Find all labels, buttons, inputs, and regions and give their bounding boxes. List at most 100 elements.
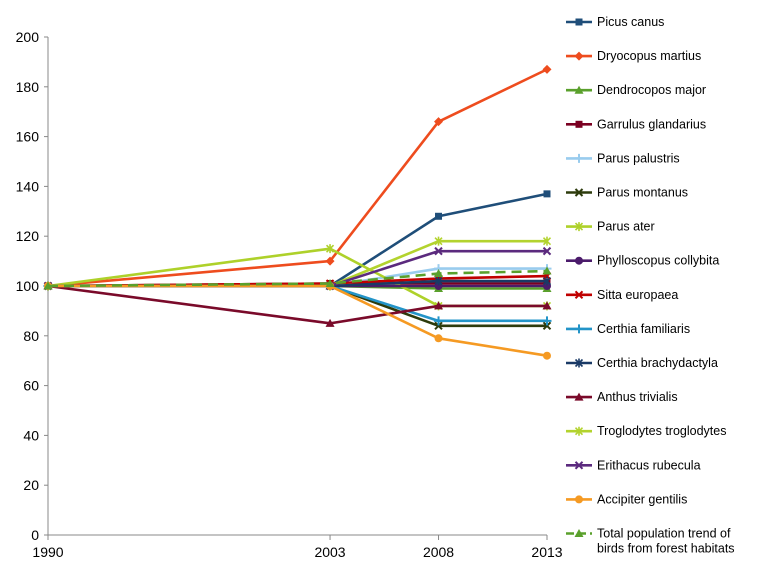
legend-marker [574, 529, 584, 537]
y-tick-label: 80 [23, 328, 39, 344]
legend-label: Troglodytes troglodytes [597, 424, 726, 438]
y-tick-label: 140 [16, 178, 40, 194]
legend-label: Certhia familiaris [597, 322, 690, 336]
legend-item: Dryocopus martius [566, 49, 701, 63]
legend-marker [574, 461, 584, 470]
axes: 0 20 40 60 80 100 120 140 160 180 200 1990 2003 2008 2… [16, 29, 563, 560]
y-tick-label: 100 [16, 278, 40, 294]
data-point [542, 236, 552, 246]
legend-item: Sitta europaea [566, 288, 678, 302]
legend-marker [574, 188, 584, 197]
series-line [48, 284, 547, 323]
y-tick-label: 160 [16, 129, 40, 145]
legend-marker [574, 324, 584, 334]
data-point [543, 190, 551, 198]
data-point [434, 334, 443, 343]
legend-item: Parus montanus [566, 186, 688, 200]
legend-item: Parus palustris [566, 151, 680, 165]
legend-label: Phylloscopus collybita [597, 254, 719, 268]
y-tick-label: 180 [16, 79, 40, 95]
data-point [542, 276, 552, 286]
legend-label: Erithacus rubecula [597, 458, 701, 472]
legend-marker [575, 18, 583, 26]
data-point [542, 246, 552, 256]
series-layer [43, 64, 552, 360]
legend: Picus canus Dryocopus martius Dendrocopos … [566, 15, 735, 556]
data-point [325, 256, 335, 266]
legend-label: Parus palustris [597, 151, 680, 165]
data-point [325, 279, 335, 288]
data-point [542, 266, 552, 275]
legend-label: Sitta europaea [597, 288, 678, 302]
data-point [435, 212, 443, 220]
legend-item: Erithacus rubecula [566, 458, 701, 472]
legend-label: Parus montanus [597, 186, 688, 200]
y-tick-label: 20 [23, 477, 39, 493]
data-point [325, 244, 335, 254]
legend-marker [575, 120, 583, 128]
legend-item: Certhia familiaris [566, 322, 690, 336]
y-tick-label: 60 [23, 378, 39, 394]
y-tick-label: 120 [16, 228, 40, 244]
legend-marker [574, 153, 584, 163]
x-tick-label: 1990 [32, 544, 63, 560]
series-line [47, 284, 547, 325]
legend-marker [574, 222, 584, 232]
series-1 [43, 64, 552, 291]
data-point [542, 64, 552, 74]
data-point [434, 236, 443, 246]
legend-marker [574, 426, 584, 436]
legend-label: Certhia brachydactyla [597, 356, 718, 370]
legend-label: Anthus trivialis [597, 390, 678, 404]
legend-label: Parus ater [597, 220, 655, 234]
data-point [434, 269, 444, 278]
data-point [434, 117, 444, 127]
data-point [434, 276, 443, 286]
y-tick-label: 40 [23, 427, 39, 443]
series-15 [43, 266, 552, 290]
x-tick-label: 2008 [423, 544, 454, 560]
legend-label: Dendrocopos major [597, 83, 706, 97]
legend-marker [574, 51, 584, 61]
legend-label: birds from forest habitats [597, 542, 735, 556]
data-point [43, 281, 53, 290]
x-tick-label: 2013 [531, 544, 562, 560]
legend-item: Dendrocopos major [566, 83, 706, 97]
data-point [542, 321, 552, 331]
series-line [47, 269, 548, 288]
series-line [47, 68, 548, 288]
data-point [542, 316, 552, 326]
legend-label: Picus canus [597, 15, 664, 29]
data-point [434, 321, 443, 331]
legend-item: Parus ater [566, 220, 655, 234]
data-point [325, 318, 335, 327]
legend-item: Certhia brachydactyla [566, 356, 718, 370]
legend-label: Accipiter gentilis [597, 492, 687, 506]
legend-item: Picus canus [566, 15, 664, 29]
legend-item: Anthus trivialis [566, 390, 678, 404]
legend-label: Total population trend of [597, 527, 731, 541]
legend-item: Accipiter gentilis [566, 492, 687, 506]
legend-marker [574, 290, 584, 300]
data-point [543, 351, 551, 360]
legend-marker [575, 256, 583, 265]
y-tick-label: 0 [31, 527, 39, 543]
data-point [434, 246, 443, 256]
series-line [48, 284, 548, 358]
data-point [542, 301, 552, 310]
legend-marker [575, 495, 583, 504]
legend-label: Dryocopus martius [597, 49, 701, 63]
legend-label: Garrulus glandarius [597, 117, 706, 131]
legend-marker [574, 85, 584, 94]
legend-item: Troglodytes troglodytes [566, 424, 726, 438]
legend-marker [574, 392, 584, 401]
legend-item: Garrulus glandarius [566, 117, 706, 131]
x-tick-label: 2003 [314, 544, 345, 560]
legend-marker [574, 358, 584, 368]
data-point [434, 316, 444, 326]
y-tick-label: 200 [16, 29, 40, 45]
data-point [434, 301, 444, 310]
legend-item: Phylloscopus collybita [566, 254, 719, 268]
